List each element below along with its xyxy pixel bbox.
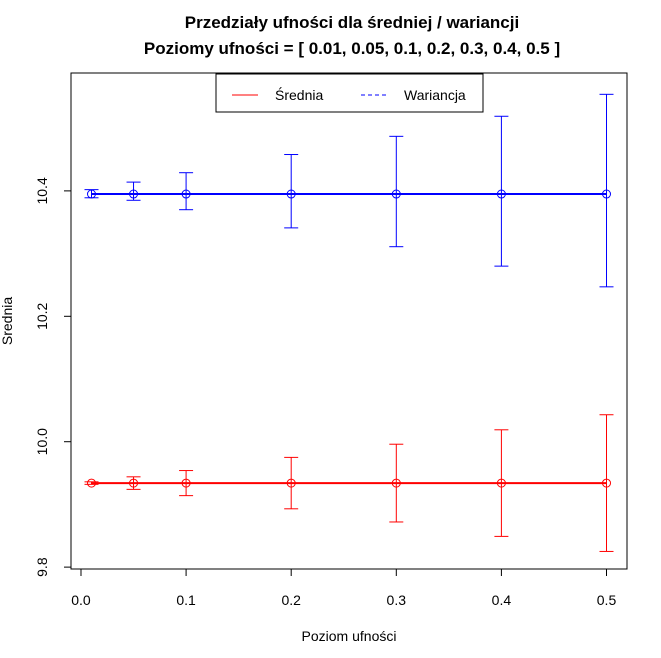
legend: Średnia Wariancja [215,73,484,113]
data-point-wariancja [129,189,139,199]
x-tick-label: 0.1 [176,592,196,608]
x-axis-label: Poziom ufności [302,628,397,644]
series-layer [84,93,614,552]
data-point-srednia [496,478,506,488]
y-tick-label: 10.4 [34,177,50,204]
chart-subtitle: Poziomy ufności = [ 0.01, 0.05, 0.1, 0.2… [144,39,560,58]
chart-title: Przedziały ufności dla średniej / warian… [185,13,519,32]
x-tick-label: 0.3 [387,592,407,608]
y-axis-label: Srednia [0,297,15,345]
series-wariancja [84,93,614,288]
data-point-wariancja [181,189,191,199]
plot-frame [70,72,628,570]
y-axis: 9.8 10.0 10.2 10.4 [34,177,72,577]
data-point-srednia [129,478,139,488]
data-point-srednia [86,478,96,488]
x-tick-label: 0.0 [71,592,91,608]
data-point-wariancja [286,189,296,199]
data-point-srednia [391,478,401,488]
y-tick-label: 10.0 [34,428,50,455]
data-point-srednia [181,478,191,488]
x-tick-label: 0.2 [281,592,301,608]
data-point-wariancja [496,189,506,199]
y-tick-label: 10.2 [34,302,50,329]
data-point-srednia [286,478,296,488]
data-point-wariancja [391,189,401,199]
legend-label-srednia: Średnia [275,86,323,103]
y-tick-label: 9.8 [34,557,50,577]
data-point-wariancja [602,189,612,199]
x-tick-label: 0.5 [597,592,617,608]
data-point-srednia [602,478,612,488]
data-point-wariancja [86,189,96,199]
legend-box [215,73,484,113]
series-srednia [84,414,614,552]
x-axis: 0.0 0.1 0.2 0.3 0.4 0.5 [71,568,617,608]
x-tick-label: 0.4 [492,592,512,608]
legend-label-wariancja: Wariancja [404,87,466,103]
